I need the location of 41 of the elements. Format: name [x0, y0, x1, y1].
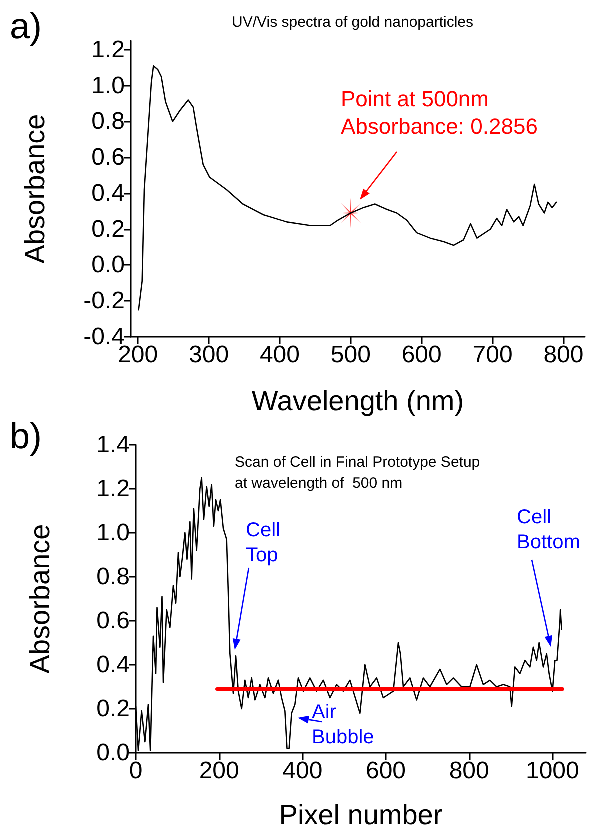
x-tick-label: 300: [189, 342, 230, 368]
line-series: [138, 65, 558, 311]
annotation: Cell Top: [246, 520, 280, 566]
text: a): [10, 6, 42, 46]
chart-title: UV/Vis spectra of gold nanoparticles: [232, 14, 474, 31]
x-tick-label: 500: [330, 342, 371, 368]
y-tick-label: 0.2: [92, 216, 125, 243]
text: b): [10, 416, 42, 456]
y-tick-label: 1.0: [96, 520, 130, 546]
annotation: Point at 500nm Absorbance: 0.2856: [341, 86, 538, 139]
text: Scan of Cell in Final Prototype Setup at wavelength of 500 nm: [235, 454, 480, 492]
annotation: Cell Bottom: [517, 506, 580, 554]
y-tick-label: 0.0: [96, 740, 130, 766]
y-tick-label: 0.6: [92, 144, 125, 172]
x-tick-label: 0: [129, 758, 143, 784]
x-tick-label: 800: [544, 342, 584, 368]
y-axis-title: Absorbance: [24, 524, 56, 674]
y-tick-label: 0.8: [96, 564, 130, 590]
y-tick-label: 1.2: [92, 36, 125, 64]
x-tick-label: 200: [199, 758, 240, 784]
x-tick-label: 700: [472, 342, 513, 368]
y-tick-label: 0.8: [92, 108, 125, 136]
x-tick-label: 400: [260, 342, 300, 368]
y-tick-label: 0.0: [92, 252, 125, 279]
y-tick-label: -0.2: [84, 288, 125, 315]
y-tick-label: 0.4: [92, 180, 125, 207]
y-axis-title: Absorbance: [20, 114, 50, 264]
y-tick-label: 1.0: [92, 72, 125, 100]
x-tick-label: 600: [366, 758, 406, 784]
y-tick-label: 0.6: [96, 608, 130, 634]
y-tick-label: 0.2: [96, 696, 130, 722]
x-axis-title: Wavelength (nm): [252, 386, 464, 416]
y-tick-label: 1.4: [96, 432, 130, 458]
x-tick-label: 1000: [526, 758, 580, 784]
y-tick-label: 0.4: [96, 652, 130, 678]
annotation: Air Bubble: [312, 702, 374, 748]
y-tick-label: 1.2: [96, 476, 130, 502]
x-axis-title: Pixel number: [279, 800, 443, 830]
x-tick-label: 600: [402, 342, 442, 368]
x-tick-label: 800: [449, 758, 490, 784]
x-tick-label: 400: [282, 758, 323, 784]
